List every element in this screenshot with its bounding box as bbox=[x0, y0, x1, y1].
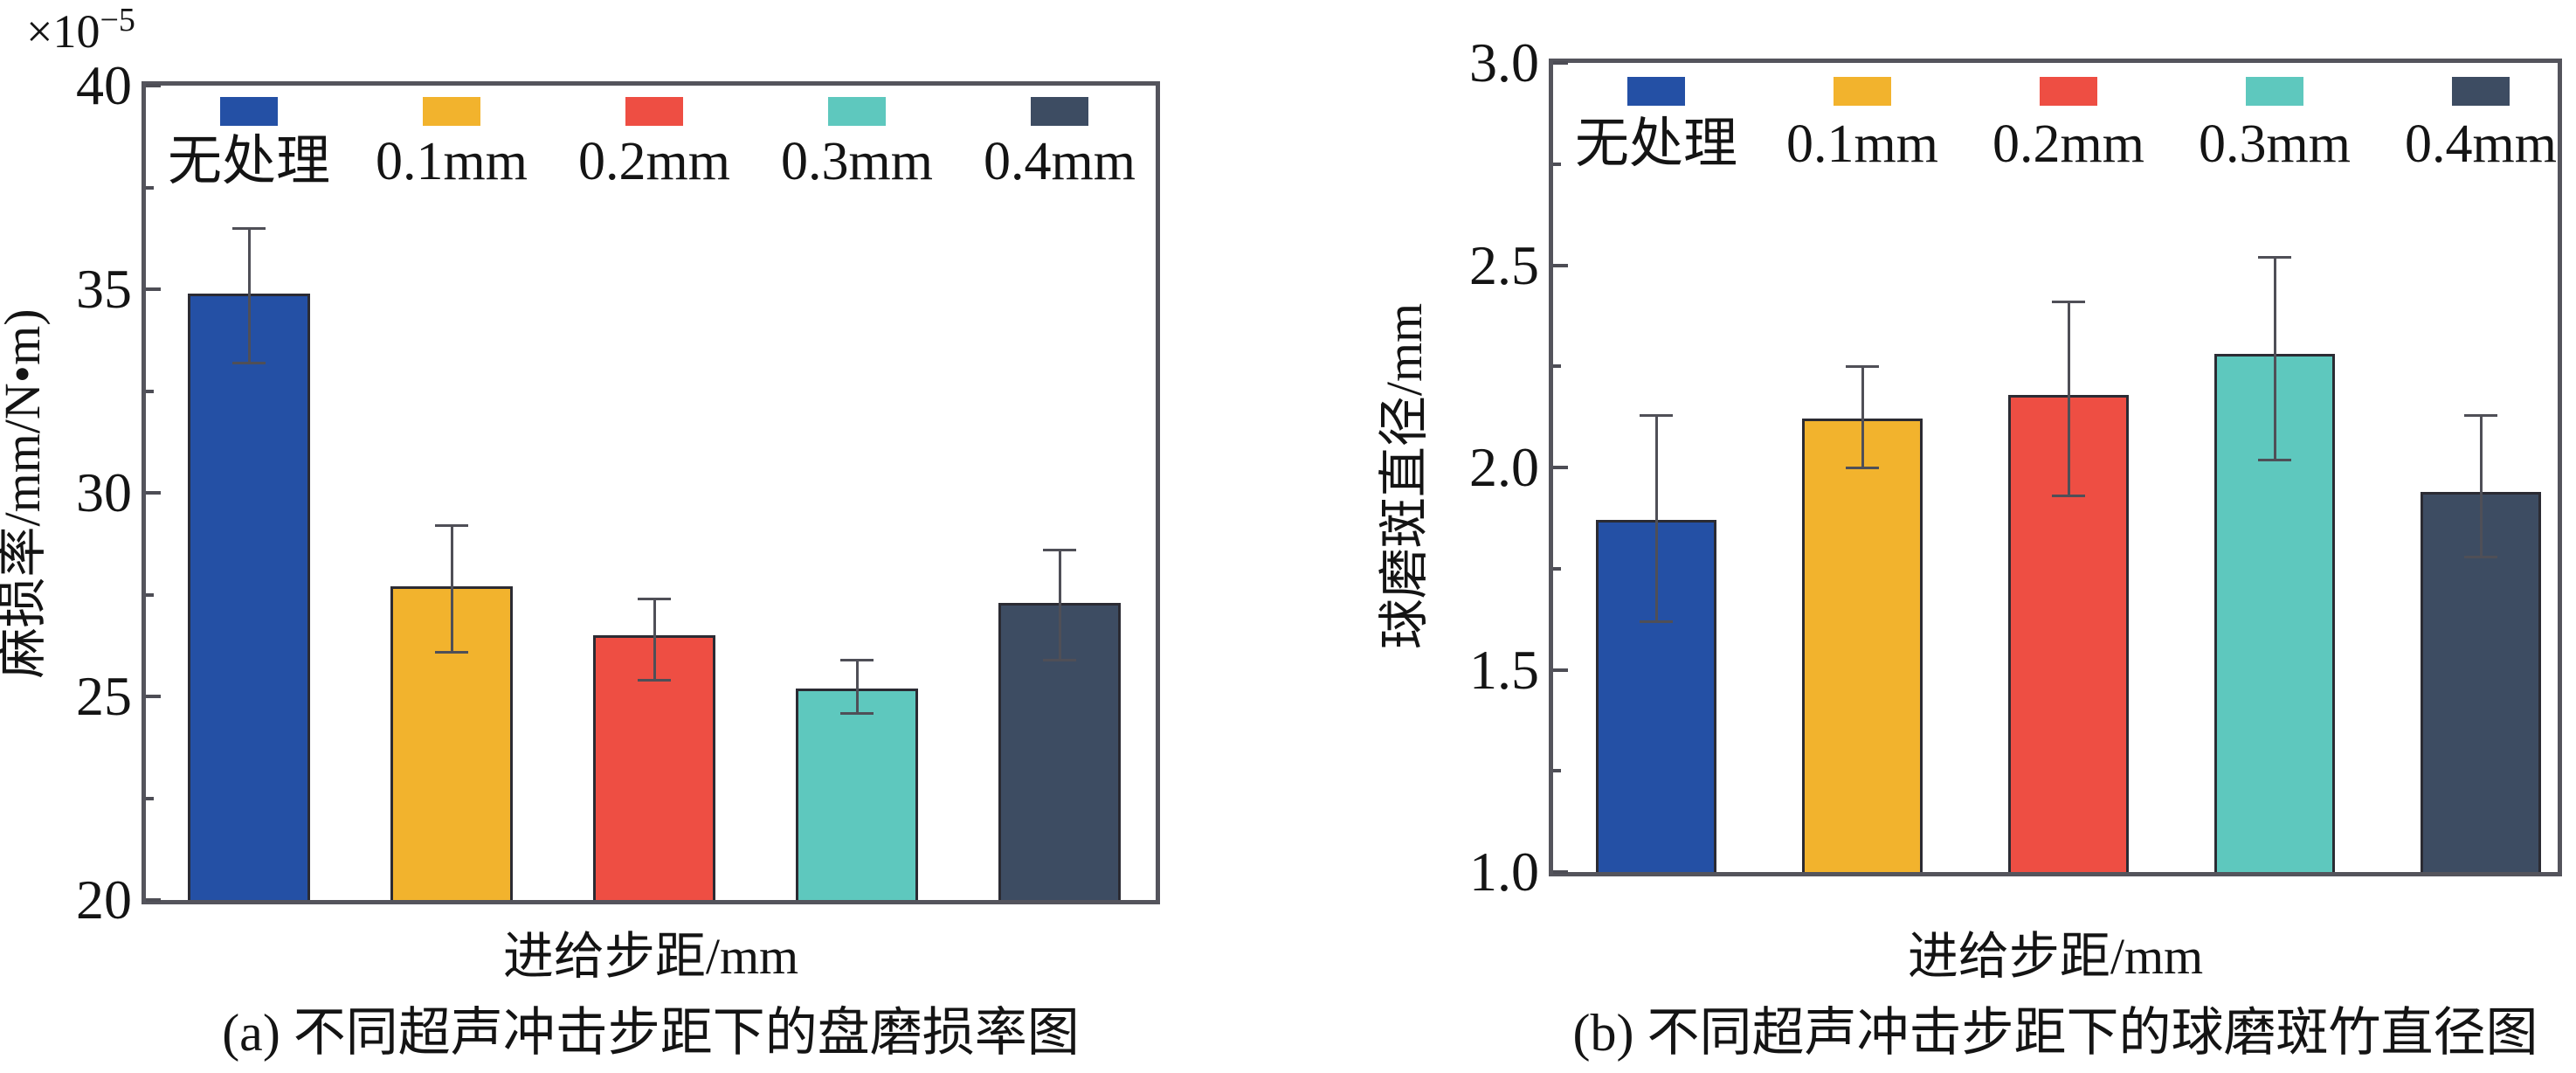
y-axis-label-a: 麻损率/mm/N•m) bbox=[0, 308, 51, 679]
bar-0.3mm bbox=[796, 688, 918, 900]
y-tick-major bbox=[146, 491, 161, 495]
y-tick-minor bbox=[146, 796, 154, 800]
error-bar-line bbox=[1059, 550, 1061, 661]
legend-label-0.2mm: 0.2mm bbox=[1992, 114, 2144, 174]
bar-0.1mm bbox=[1802, 419, 1923, 872]
y-tick-label: 1.0 bbox=[1469, 841, 1539, 903]
caption-a: (a) 不同超声冲击步距下的盘磨损率图 bbox=[222, 1004, 1080, 1062]
legend-label-0.1mm: 0.1mm bbox=[1786, 114, 1938, 174]
y-tick-label: 35 bbox=[76, 258, 132, 320]
legend-swatch-0.1mm bbox=[423, 97, 480, 126]
error-bar-cap bbox=[2052, 301, 2085, 304]
y-tick-label: 25 bbox=[76, 665, 132, 727]
error-bar-cap bbox=[1846, 467, 1879, 469]
error-bar-cap bbox=[1043, 659, 1076, 662]
error-bar-cap bbox=[638, 598, 671, 601]
error-bar-cap bbox=[232, 361, 266, 364]
y-axis-multiplier: ×10−5 bbox=[26, 3, 135, 55]
legend-label-0.3mm: 0.3mm bbox=[2199, 114, 2351, 174]
error-bar-cap bbox=[435, 524, 468, 528]
legend-swatch-0.4mm bbox=[1031, 97, 1088, 126]
y-tick-major bbox=[146, 287, 161, 291]
legend-swatch-无处理 bbox=[220, 97, 278, 126]
plot-area-a: 40 35 30 25 20 无处理 0.1mm 0.2mm 0.3mm 0.4mm bbox=[76, 58, 1160, 928]
y-tick-minor bbox=[146, 592, 154, 597]
legend-swatch-0.3mm bbox=[828, 97, 886, 126]
x-axis-label-b: 进给步距/mm bbox=[1907, 928, 2204, 985]
legend-label-0.3mm: 0.3mm bbox=[781, 132, 933, 191]
y-tick-label: 2.0 bbox=[1469, 436, 1539, 498]
legend-swatch-0.2mm bbox=[2040, 77, 2097, 106]
legend-label-0.4mm: 0.4mm bbox=[984, 132, 1136, 191]
error-bar-line bbox=[856, 660, 859, 713]
legend-swatch-无处理 bbox=[1627, 77, 1685, 106]
error-bar-cap bbox=[1846, 365, 1879, 369]
y-axis-label-b: 球磨斑直径/mm bbox=[1376, 302, 1433, 650]
error-bar-cap bbox=[840, 659, 874, 662]
y-tick-minor bbox=[1553, 566, 1561, 571]
y-tick-major bbox=[146, 695, 161, 698]
y-tick-minor bbox=[146, 389, 154, 393]
error-bar-line bbox=[451, 525, 453, 652]
y-tick-label: 20 bbox=[76, 869, 132, 931]
y-tick-minor bbox=[1553, 162, 1561, 166]
y-tick-major bbox=[146, 84, 161, 87]
y-tick-minor bbox=[1553, 364, 1561, 369]
y-tick-minor bbox=[146, 185, 154, 190]
error-bar-cap bbox=[1640, 413, 1673, 417]
error-bar-line bbox=[653, 599, 656, 681]
y-tick-label: 2.5 bbox=[1469, 233, 1539, 296]
error-bar-line bbox=[2274, 257, 2276, 460]
y-tick-label: 40 bbox=[76, 54, 132, 116]
y-tick-major bbox=[1553, 870, 1568, 874]
y-tick-major bbox=[1553, 466, 1568, 469]
error-bar-cap bbox=[840, 711, 874, 715]
legend-label-无处理: 无处理 bbox=[167, 132, 331, 191]
plot-area-b: 3.0 2.5 2.0 1.5 1.0 无处理 0.1mm 0.2mm 0.3mm 0.4mm bbox=[1469, 35, 2562, 900]
legend-label-无处理: 无处理 bbox=[1574, 114, 1738, 174]
error-bar-line bbox=[248, 228, 251, 363]
legend-swatch-0.2mm bbox=[625, 97, 683, 126]
x-axis-label-a: 进给步距/mm bbox=[502, 928, 799, 985]
legend-label-0.2mm: 0.2mm bbox=[578, 132, 730, 191]
y-tick-label: 1.5 bbox=[1469, 638, 1539, 701]
legend-swatch-0.3mm bbox=[2246, 77, 2303, 106]
y-tick-major bbox=[1553, 61, 1568, 65]
error-bar-cap bbox=[2052, 495, 2085, 498]
legend-swatch-0.1mm bbox=[1834, 77, 1891, 106]
error-bar-cap bbox=[2464, 555, 2497, 558]
error-bar-cap bbox=[232, 227, 266, 231]
error-bar-cap bbox=[2258, 458, 2291, 461]
y-tick-major bbox=[1553, 263, 1568, 267]
legend-swatch-0.4mm bbox=[2452, 77, 2510, 106]
y-tick-minor bbox=[1553, 769, 1561, 773]
multiplier-base: ×10 bbox=[26, 5, 100, 58]
error-bar-line bbox=[1861, 366, 1864, 467]
y-tick-major bbox=[1553, 668, 1568, 672]
error-bar-cap bbox=[435, 650, 468, 654]
error-bar-cap bbox=[2464, 413, 2497, 417]
error-bar-cap bbox=[638, 679, 671, 682]
y-tick-label: 3.0 bbox=[1469, 31, 1539, 93]
error-bar-line bbox=[2068, 301, 2070, 496]
error-bar-cap bbox=[1043, 549, 1076, 552]
y-tick-label: 30 bbox=[76, 461, 132, 523]
error-bar-cap bbox=[2258, 256, 2291, 260]
error-bar-cap bbox=[1640, 620, 1673, 623]
error-bar-line bbox=[1655, 414, 1658, 621]
y-tick-major bbox=[146, 898, 161, 902]
caption-b: (b) 不同超声冲击步距下的球磨斑竹直径图 bbox=[1572, 1004, 2538, 1062]
error-bar-line bbox=[2480, 414, 2483, 557]
multiplier-exponent: −5 bbox=[100, 2, 135, 38]
legend-label-0.4mm: 0.4mm bbox=[2405, 114, 2557, 174]
bar-无处理 bbox=[188, 293, 310, 900]
legend-label-0.1mm: 0.1mm bbox=[376, 132, 528, 191]
